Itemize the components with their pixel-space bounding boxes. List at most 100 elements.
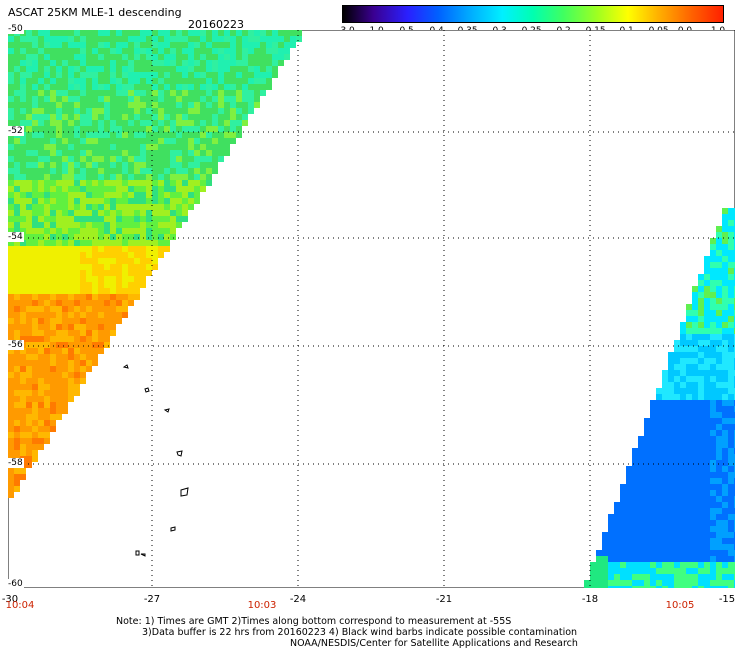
swath-cell bbox=[140, 42, 146, 48]
swath-cell bbox=[44, 240, 50, 246]
swath-cell bbox=[110, 180, 116, 186]
swath-cell bbox=[62, 348, 68, 354]
swath-cell bbox=[218, 42, 224, 48]
swath-cell bbox=[692, 388, 698, 394]
swath-cell bbox=[44, 372, 50, 378]
swath-cell bbox=[26, 192, 32, 198]
swath-cell bbox=[152, 168, 158, 174]
swath-cell bbox=[632, 460, 638, 466]
swath-cell bbox=[74, 372, 80, 378]
swath-cell bbox=[194, 138, 200, 144]
swath-cell bbox=[182, 168, 188, 174]
swath-cell bbox=[122, 90, 128, 96]
swath-cell bbox=[212, 66, 218, 72]
swath-cell bbox=[38, 402, 44, 408]
swath-cell bbox=[38, 132, 44, 138]
swath-cell bbox=[206, 150, 212, 156]
swath-cell bbox=[116, 258, 122, 264]
swath-cell bbox=[14, 102, 20, 108]
swath-cell bbox=[188, 60, 194, 66]
swath-cell bbox=[140, 30, 146, 36]
swath-cell bbox=[266, 48, 272, 54]
swath-cell bbox=[230, 60, 236, 66]
swath-cell bbox=[80, 324, 86, 330]
swath-cell bbox=[56, 414, 62, 420]
swath-cell bbox=[170, 222, 176, 228]
swath-cell bbox=[626, 562, 632, 568]
swath-cell bbox=[44, 60, 50, 66]
island-outline bbox=[135, 550, 140, 556]
swath-cell bbox=[722, 526, 728, 532]
swath-cell bbox=[32, 174, 38, 180]
swath-cell bbox=[710, 244, 716, 250]
swath-cell bbox=[656, 502, 662, 508]
swath-cell bbox=[26, 102, 32, 108]
swath-cell bbox=[86, 168, 92, 174]
swath-cell bbox=[26, 414, 32, 420]
swath-cell bbox=[56, 390, 62, 396]
swath-cell bbox=[152, 162, 158, 168]
swath-cell bbox=[728, 316, 734, 322]
swath-cell bbox=[164, 102, 170, 108]
swath-cell bbox=[110, 144, 116, 150]
swath-cell bbox=[236, 126, 242, 132]
swath-cell bbox=[716, 376, 722, 382]
swath-cell bbox=[26, 384, 32, 390]
swath-cell bbox=[14, 384, 20, 390]
swath-cell bbox=[614, 586, 620, 588]
swath-cell bbox=[98, 90, 104, 96]
swath-cell bbox=[140, 228, 146, 234]
swath-cell bbox=[626, 514, 632, 520]
swath-cell bbox=[80, 282, 86, 288]
swath-cell bbox=[656, 574, 662, 580]
swath-cell bbox=[176, 60, 182, 66]
swath-cell bbox=[92, 138, 98, 144]
swath-cell bbox=[704, 292, 710, 298]
swath-cell bbox=[158, 222, 164, 228]
swath-cell bbox=[188, 204, 194, 210]
swath-cell bbox=[632, 514, 638, 520]
swath-cell bbox=[194, 192, 200, 198]
swath-cell bbox=[68, 192, 74, 198]
swath-cell bbox=[38, 30, 44, 36]
swath-cell bbox=[122, 84, 128, 90]
swath-cell bbox=[20, 156, 26, 162]
swath-cell bbox=[656, 400, 662, 406]
swath-cell bbox=[200, 102, 206, 108]
swath-cell bbox=[722, 520, 728, 526]
swath-cell bbox=[38, 84, 44, 90]
swath-cell bbox=[74, 126, 80, 132]
swath-cell bbox=[236, 102, 242, 108]
swath-cell bbox=[134, 30, 140, 36]
swath-cell bbox=[644, 496, 650, 502]
swath-cell bbox=[8, 108, 14, 114]
swath-cell bbox=[716, 304, 722, 310]
swath-cell bbox=[128, 240, 134, 246]
swath-cell bbox=[146, 42, 152, 48]
swath-cell bbox=[260, 48, 266, 54]
swath-cell bbox=[14, 66, 20, 72]
swath-cell bbox=[698, 442, 704, 448]
swath-cell bbox=[722, 562, 728, 568]
swath-cell bbox=[110, 198, 116, 204]
swath-cell bbox=[20, 54, 26, 60]
swath-cell bbox=[734, 538, 735, 544]
swath-cell bbox=[14, 336, 20, 342]
swath-cell bbox=[722, 556, 728, 562]
swath-cell bbox=[116, 204, 122, 210]
swath-cell bbox=[56, 162, 62, 168]
swath-cell bbox=[722, 574, 728, 580]
swath-cell bbox=[716, 520, 722, 526]
swath-cell bbox=[650, 586, 656, 588]
swath-cell bbox=[38, 270, 44, 276]
swath-cell bbox=[590, 586, 596, 588]
swath-cell bbox=[248, 30, 254, 36]
swath-cell bbox=[626, 466, 632, 472]
swath-cell bbox=[218, 96, 224, 102]
swath-cell bbox=[662, 388, 668, 394]
swath-cell bbox=[188, 126, 194, 132]
swath-cell bbox=[44, 132, 50, 138]
swath-cell bbox=[170, 132, 176, 138]
swath-cell bbox=[728, 310, 734, 316]
swath-cell bbox=[44, 126, 50, 132]
